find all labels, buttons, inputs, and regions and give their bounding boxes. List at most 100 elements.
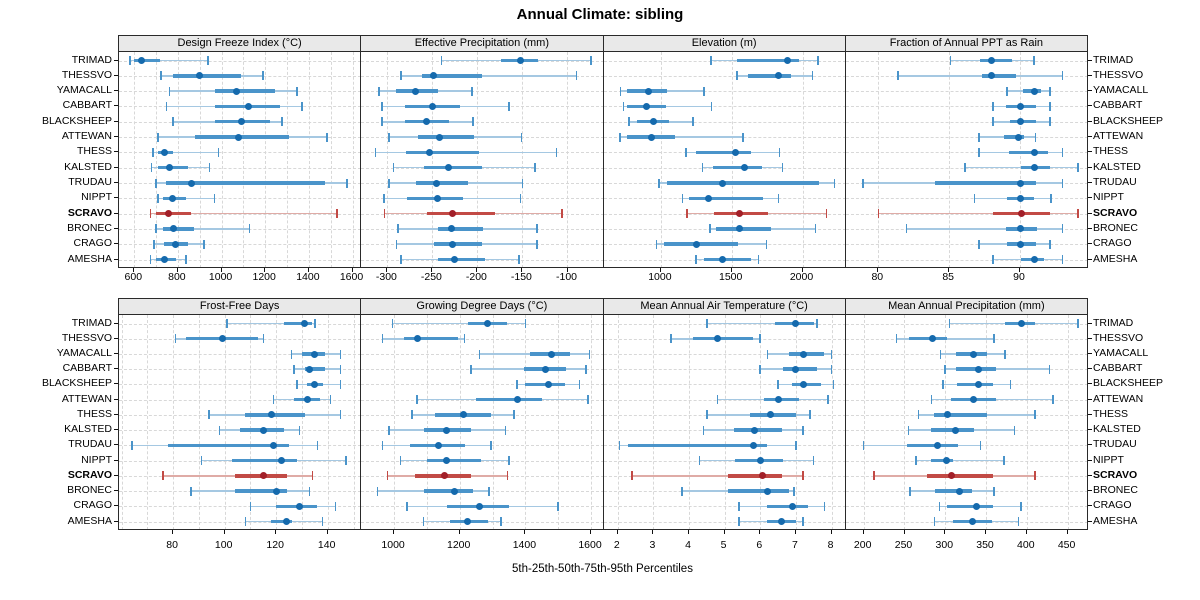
station-axis-tick [114, 383, 118, 385]
station-axis-tick [1088, 74, 1092, 76]
whisker-cap [471, 86, 473, 96]
whisker-cap [381, 334, 384, 344]
band-25th-75th [935, 181, 1036, 185]
whisker-cap [948, 319, 951, 328]
median-dot [758, 472, 766, 480]
whisker-cap [979, 440, 982, 450]
station-label-right: ATTEWAN [1093, 130, 1144, 142]
whisker-cap [472, 117, 474, 127]
median-dot [434, 194, 442, 202]
tick-gridline [617, 315, 619, 529]
whisker-cap [518, 255, 520, 264]
band-25th-75th [423, 489, 473, 493]
panel-strip: Design Freeze Index (°C) [118, 35, 362, 52]
row-gridline [603, 506, 845, 508]
tick-gridline [302, 315, 303, 529]
axis-tick-label: 140 [317, 539, 336, 551]
whisker-cap [830, 364, 833, 374]
whisker-cap [262, 71, 264, 81]
median-dot [259, 472, 267, 480]
station-axis-tick [114, 413, 118, 415]
panel-strip: Elevation (m) [602, 35, 846, 52]
station-label-right: BLACKSHEEP [1093, 114, 1164, 127]
whisker-cap [1061, 178, 1064, 188]
axis-tick-label: 3 [649, 539, 656, 551]
whisker-cap [802, 517, 804, 526]
station-axis-tick [114, 74, 118, 76]
whisker-5th-95th [619, 136, 743, 138]
whisker-cap [812, 456, 815, 466]
station-axis-tick [1088, 322, 1092, 324]
median-dot [166, 164, 174, 172]
axis-tick [133, 268, 135, 272]
whisker-cap [777, 379, 779, 389]
median-dot [164, 210, 172, 218]
whisker-cap [150, 163, 153, 173]
axis-tick [830, 530, 832, 534]
station-label-left: NIPPT [81, 453, 112, 466]
whisker-cap [814, 224, 817, 234]
panel-strip: Mean Annual Air Temperature (°C) [602, 298, 846, 315]
station-label-right: KALSTED [1093, 160, 1141, 173]
median-dot [267, 411, 275, 419]
tick-gridline [353, 315, 355, 529]
station-axis-tick [114, 444, 118, 446]
median-dot [756, 457, 764, 465]
panel-body [118, 314, 362, 530]
median-dot [1016, 179, 1024, 187]
whisker-5th-95th [906, 228, 1063, 230]
whisker-cap [316, 440, 319, 450]
whisker-cap [400, 255, 402, 264]
axis-tick-label: 4 [685, 539, 691, 551]
band-25th-75th [162, 227, 195, 231]
whisker-cap [339, 364, 342, 374]
tick-gridline [477, 52, 479, 267]
median-dot [1030, 148, 1038, 156]
median-dot [645, 87, 653, 95]
axis-tick [948, 268, 950, 272]
station-label-left: ATTEWAN [61, 392, 112, 405]
axis-tick [275, 530, 277, 534]
row-gridline [603, 91, 845, 93]
axis-tick-label: 1200 [447, 539, 471, 551]
tick-gridline [156, 52, 158, 267]
band-25th-75th [763, 397, 800, 402]
whisker-cap [311, 471, 314, 481]
median-dot [306, 365, 314, 373]
whisker-5th-95th [392, 322, 526, 325]
tick-gridline [287, 52, 288, 267]
whisker-cap [248, 224, 251, 234]
station-label-left: THESS [76, 407, 112, 420]
band-25th-75th [980, 58, 1012, 63]
whisker-cap [933, 517, 936, 526]
band-25th-75th [909, 336, 947, 341]
panel-body [118, 51, 362, 268]
median-dot [272, 487, 280, 495]
station-axis-tick [114, 227, 118, 229]
median-dot [767, 411, 775, 419]
tick-gridline [1067, 315, 1069, 529]
row-gridline [119, 244, 361, 246]
whisker-cap [174, 334, 177, 344]
whisker-cap [695, 255, 697, 264]
axis-tick-label: 600 [124, 271, 143, 283]
band-25th-75th [1004, 135, 1025, 139]
median-dot [1015, 133, 1023, 141]
tick-gridline [904, 315, 906, 529]
band-25th-75th [417, 135, 474, 139]
whisker-cap [1050, 193, 1052, 203]
tick-gridline [731, 52, 733, 267]
whisker-cap [738, 501, 740, 511]
station-axis-tick [114, 505, 118, 507]
whisker-cap [1034, 471, 1036, 481]
row-gridline [603, 521, 845, 523]
whisker-cap [706, 410, 708, 420]
band-25th-75th [437, 257, 486, 262]
whisker-cap [586, 395, 589, 405]
band-25th-75th [403, 336, 459, 341]
station-axis-tick [1088, 383, 1092, 385]
axis-tick-label: 1200 [252, 271, 276, 283]
whisker-cap [381, 117, 383, 127]
median-dot [775, 72, 782, 80]
whisker-cap [217, 147, 220, 157]
